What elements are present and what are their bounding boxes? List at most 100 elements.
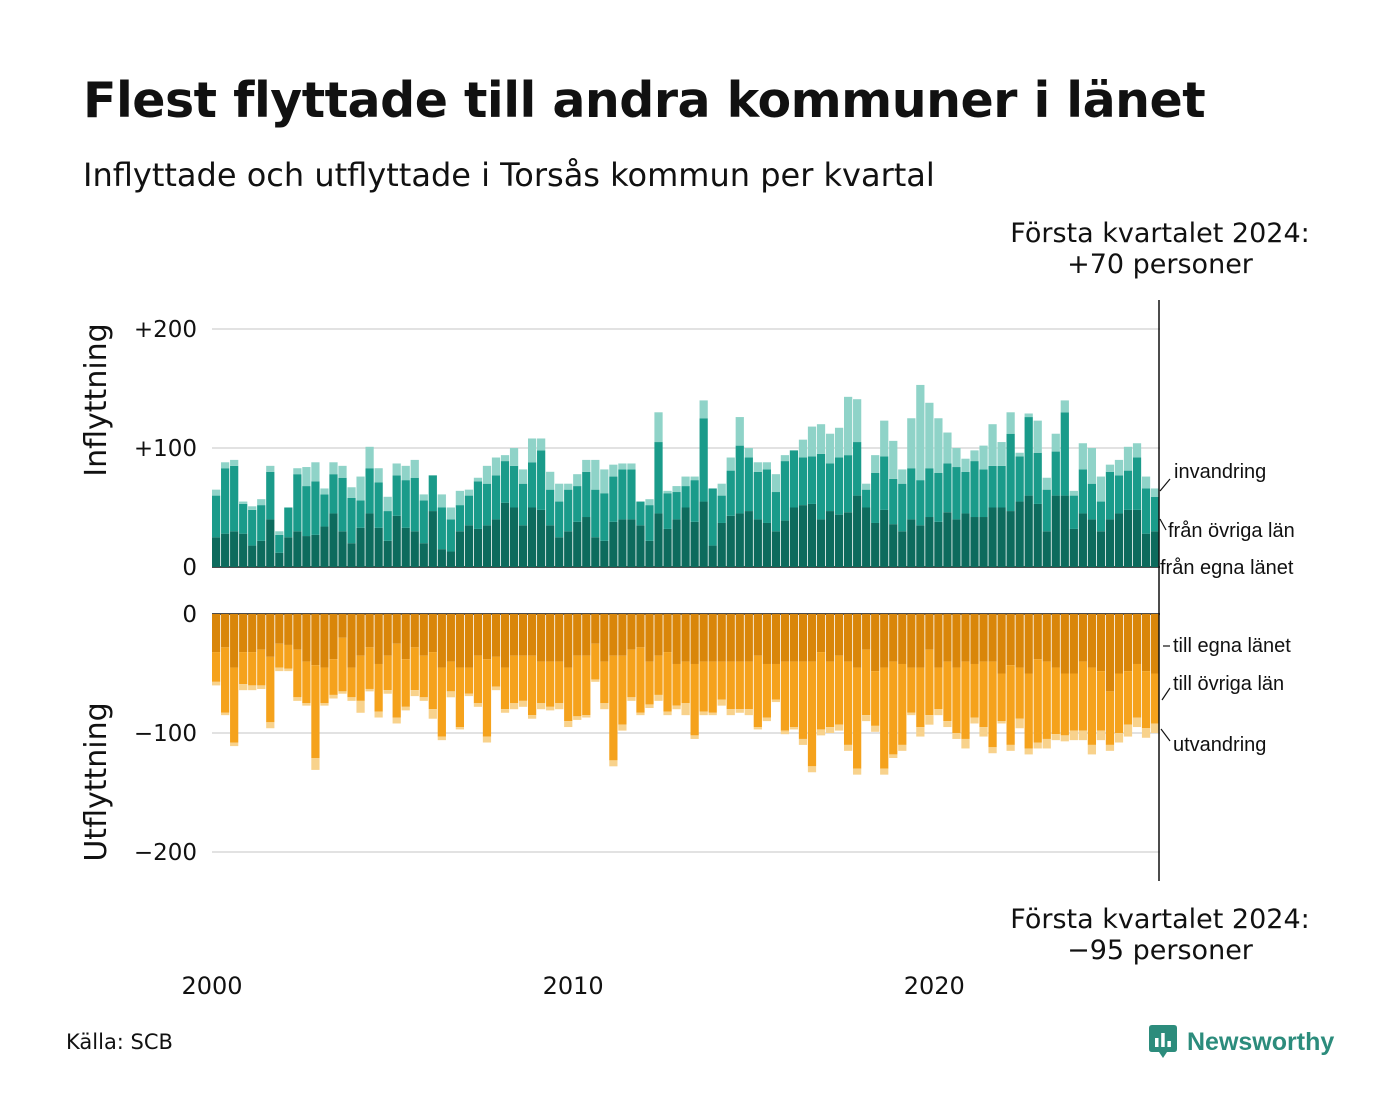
bar-in-egna xyxy=(952,519,961,567)
bar-out-egna xyxy=(717,614,726,662)
bar-in-egna xyxy=(428,511,437,567)
bar-in-ovriga xyxy=(681,486,690,508)
brand-name: Newsworthy xyxy=(1187,1027,1335,1056)
bar-out-egna xyxy=(880,614,889,668)
bar-in-egna xyxy=(356,527,365,567)
bar-in-egna xyxy=(564,531,573,567)
bar-in-invandring xyxy=(275,531,284,535)
bar-out-ovriga xyxy=(970,663,979,718)
bar-out-utvandring xyxy=(401,706,410,711)
bar-out-ovriga xyxy=(825,661,835,728)
bar-in-invandring xyxy=(410,459,419,478)
bar-in-ovriga xyxy=(645,505,654,541)
bar-out-egna xyxy=(690,614,699,664)
bar-in-egna xyxy=(1123,509,1133,567)
bar-out-egna xyxy=(230,614,239,668)
bar-out-egna xyxy=(816,614,826,653)
bar-out-ovriga xyxy=(419,655,428,698)
bar-in-ovriga xyxy=(1006,433,1015,512)
bar-out-utvandring xyxy=(744,709,753,716)
bar-in-egna xyxy=(988,507,997,567)
bar-out-ovriga xyxy=(1132,663,1142,718)
bar-in-ovriga xyxy=(573,486,582,522)
bar-out-egna xyxy=(591,614,600,644)
bar-in-egna xyxy=(555,537,564,567)
bar-out-egna xyxy=(600,614,609,662)
bar-in-egna xyxy=(473,528,483,567)
bar-out-ovriga xyxy=(518,655,528,701)
bar-out-utvandring xyxy=(537,703,546,710)
bar-in-egna xyxy=(726,515,735,567)
bar-out-egna xyxy=(410,614,419,648)
bar-out-egna xyxy=(862,614,871,650)
bar-out-utvandring xyxy=(753,727,762,730)
bar-out-utvandring xyxy=(717,699,726,706)
bar-in-invandring xyxy=(564,483,573,490)
bar-in-invandring xyxy=(834,427,844,458)
bar-in-ovriga xyxy=(383,511,392,541)
bar-in-egna xyxy=(1087,519,1096,567)
bar-out-egna xyxy=(1123,614,1133,672)
bar-in-ovriga xyxy=(257,505,266,541)
bar-in-egna xyxy=(970,517,979,567)
bar-in-invandring xyxy=(753,462,762,472)
bar-in-invandring xyxy=(726,457,735,471)
bar-in-invandring xyxy=(365,446,374,469)
bar-in-egna xyxy=(311,534,320,567)
bar-out-ovriga xyxy=(1078,661,1087,731)
bar-out-utvandring xyxy=(907,712,916,716)
bar-out-ovriga xyxy=(374,663,383,712)
bar-in-egna xyxy=(600,540,609,567)
bar-in-egna xyxy=(844,512,853,567)
bar-out-ovriga xyxy=(1114,673,1124,733)
bar-out-utvandring xyxy=(943,721,952,728)
bar-out-ovriga xyxy=(582,655,591,716)
bar-in-invandring xyxy=(844,396,853,456)
y-axis-title-in: Inflyttning xyxy=(79,323,114,476)
bar-in-egna xyxy=(464,525,474,567)
bar-in-invandring xyxy=(862,483,871,490)
bar-out-utvandring xyxy=(455,727,464,730)
bar-out-utvandring xyxy=(898,744,907,751)
bar-in-egna xyxy=(708,545,717,567)
bar-out-ovriga xyxy=(943,661,952,722)
bar-out-utvandring xyxy=(997,721,1006,724)
bar-out-ovriga xyxy=(212,652,221,682)
bar-out-ovriga xyxy=(925,649,934,716)
bar-in-ovriga xyxy=(762,469,771,523)
bar-out-ovriga xyxy=(816,652,826,730)
bar-in-invandring xyxy=(853,399,862,443)
bar-out-utvandring xyxy=(257,685,266,689)
bar-in-ovriga xyxy=(871,472,880,523)
bar-out-ovriga xyxy=(1042,661,1051,739)
bar-out-utvandring xyxy=(871,725,880,732)
bar-out-egna xyxy=(257,614,266,650)
bar-in-egna xyxy=(446,551,455,567)
bar-out-ovriga xyxy=(428,652,437,710)
bar-out-ovriga xyxy=(880,667,889,769)
bar-out-utvandring xyxy=(591,679,600,682)
bar-in-ovriga xyxy=(392,475,401,516)
bar-out-ovriga xyxy=(356,655,365,701)
bar-in-invandring xyxy=(392,463,401,476)
bar-in-egna xyxy=(862,507,871,567)
bar-out-utvandring xyxy=(1123,724,1133,737)
bar-in-ovriga xyxy=(889,478,898,525)
xtick-label: 2020 xyxy=(904,972,965,1000)
bar-out-ovriga xyxy=(1060,673,1069,736)
bar-in-ovriga xyxy=(916,480,925,526)
bar-in-egna xyxy=(789,507,799,567)
bar-out-egna xyxy=(1033,614,1042,660)
bar-in-egna xyxy=(365,513,374,567)
bar-in-invandring xyxy=(1015,452,1024,457)
ytick-label: +200 xyxy=(134,317,197,343)
bar-in-ovriga xyxy=(230,465,239,532)
bar-in-ovriga xyxy=(374,482,383,528)
bar-in-invandring xyxy=(771,474,780,493)
bar-in-invandring xyxy=(1096,476,1106,502)
bar-in-invandring xyxy=(663,490,672,494)
bar-in-egna xyxy=(1015,501,1024,567)
bar-in-invandring xyxy=(591,459,600,490)
bar-out-ovriga xyxy=(1069,673,1078,731)
bar-out-egna xyxy=(997,614,1006,674)
